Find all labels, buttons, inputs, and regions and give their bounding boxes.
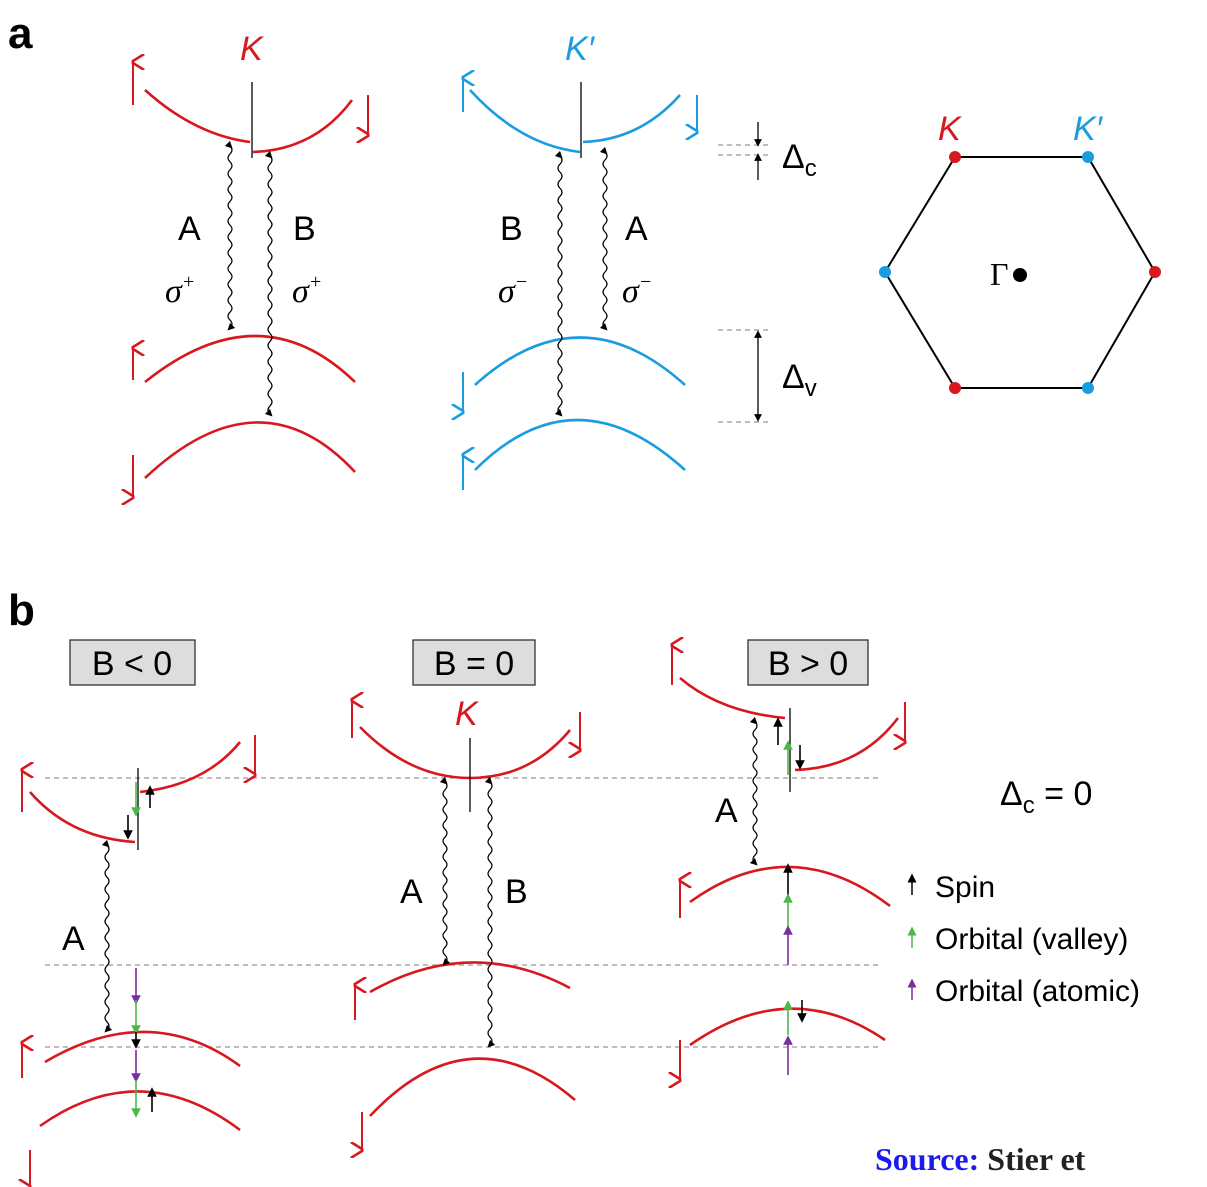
wavy-transition (224, 140, 236, 331)
delta-v: Δv (782, 358, 817, 402)
polarization: σ− (622, 271, 652, 310)
valley-label: K (455, 695, 479, 733)
polarization: σ+ (165, 271, 195, 310)
legend-entry: Spin (935, 871, 995, 904)
panel-label: b (8, 586, 35, 635)
arrows (22, 62, 905, 1187)
wavy-transition (101, 839, 113, 1033)
transition-label: B (500, 210, 523, 248)
transition-label: A (715, 792, 738, 830)
delta-c-zero: Δc = 0 (1000, 775, 1092, 819)
legend-entry: Orbital (atomic) (935, 975, 1140, 1008)
field-label: B = 0 (434, 645, 514, 683)
bands-k-prime (469, 82, 686, 471)
gap-markers (718, 122, 770, 423)
transition-label: A (400, 873, 423, 911)
brillouin-zone (879, 151, 1161, 394)
field-label: B < 0 (92, 645, 172, 683)
field-boxes (69, 639, 869, 686)
polarization: σ− (498, 271, 528, 310)
delta-c: Δc (782, 138, 817, 182)
transition-label: A (178, 210, 201, 248)
bz-center: Γ (990, 256, 1009, 292)
wavy-transition (439, 776, 451, 966)
transition-label: A (62, 920, 85, 958)
transition-label: A (625, 210, 648, 248)
source: Source: Stier et (875, 1141, 1086, 1177)
bz-corner: K (938, 110, 962, 148)
valley-label: K (240, 30, 264, 68)
wavy-transition (264, 150, 273, 417)
bands-b (29, 677, 900, 1132)
reference-lines (45, 777, 880, 1048)
valley-label: K′ (565, 30, 596, 68)
polarization: σ+ (292, 271, 322, 310)
wavy-transition (749, 716, 758, 866)
transition-label: B (293, 210, 316, 248)
field-label: B > 0 (768, 645, 848, 683)
panel-label: a (8, 9, 33, 58)
bz-corner: K′ (1073, 110, 1104, 148)
transition-label: B (505, 873, 528, 911)
wavy-transition (599, 146, 608, 331)
wavy-transition (484, 776, 496, 1048)
wavy-transition (554, 150, 563, 417)
legend-entry: Orbital (valley) (935, 923, 1128, 956)
